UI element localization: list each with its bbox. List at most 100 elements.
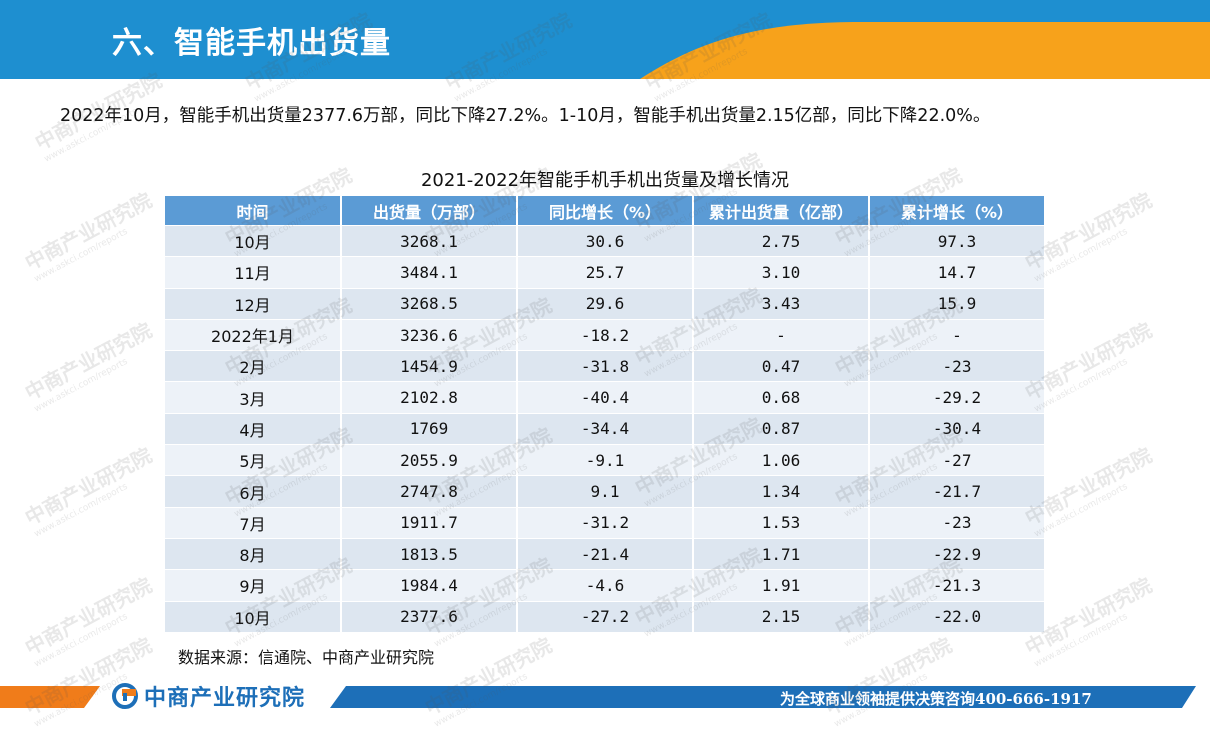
table-cell: 14.7 [869,256,1044,289]
table-cell: -21.4 [517,537,694,570]
table-cell: 9.1 [517,475,694,508]
table-cell: -34.4 [517,412,694,445]
table-row: 10月 3268.1 30.6 2.75 97.3 [165,224,1044,257]
column-header-yoy-growth: 同比增长（%） [517,196,694,226]
table-cell: 3268.1 [341,224,518,257]
table-cell: -29.2 [869,381,1044,414]
table-cell: 2022年1月 [165,318,342,351]
table-cell: 7月 [165,506,342,539]
watermark-text: 中商产业研究院 [20,442,156,530]
footer-slogan: 为全球商业领袖提供决策咨询400-666-1917 [780,690,1092,708]
table-row: 8月 1813.5 -21.4 1.71 -22.9 [165,537,1044,570]
logo-text: 中商产业研究院 [144,686,306,711]
table-row: 2月 1454.9 -31.8 0.47 -23 [165,350,1044,382]
table-cell: 9月 [165,569,342,602]
table-cell: 11月 [165,256,342,289]
table-cell: 1.91 [693,569,870,602]
table-cell: 2055.9 [341,444,518,476]
table-cell: 5月 [165,444,342,476]
table-row: 7月 1911.7 -31.2 1.53 -23 [165,506,1044,539]
shipment-table: 时间 出货量（万部） 同比增长（%） 累计出货量（亿部） 累计增长（%） 10月… [165,196,1044,632]
watermark-url: www.askci.com/reports [1032,481,1130,540]
table-cell: 3月 [165,381,342,414]
table-cell: 15.9 [869,287,1044,320]
table-cell: 1769 [341,412,518,445]
table-cell: 1984.4 [341,569,518,602]
table-cell: 2747.8 [341,475,518,508]
table-cell: 10月 [165,224,342,257]
table-cell: 0.47 [693,350,870,382]
column-header-shipments: 出货量（万部） [341,196,518,226]
table-cell: 2月 [165,350,342,382]
watermark-url: www.askci.com/reports [1032,356,1130,415]
table-cell: -27 [869,444,1044,476]
table-cell: 3.43 [693,287,870,320]
table-row: 9月 1984.4 -4.6 1.91 -21.3 [165,569,1044,602]
table-cell: 3.10 [693,256,870,289]
table-row: 4月 1769 -34.4 0.87 -30.4 [165,412,1044,445]
watermark-url: www.askci.com/reports [1032,611,1130,670]
table-cell: 29.6 [517,287,694,320]
table-cell: 30.6 [517,224,694,257]
table-row: 5月 2055.9 -9.1 1.06 -27 [165,444,1044,476]
table-title: 2021-2022年智能手机手机出货量及增长情况 [420,170,790,191]
watermark-text: 中商产业研究院 [20,572,156,660]
table-cell: - [693,318,870,351]
table-cell: -18.2 [517,318,694,351]
table-cell: 1.34 [693,475,870,508]
table-cell: - [869,318,1044,351]
header-banner: 六、智能手机出货量 [0,0,1210,79]
watermark-text: 中商产业研究院 [20,187,156,275]
footer-background [0,686,1196,708]
table-row: 3月 2102.8 -40.4 0.68 -29.2 [165,381,1044,414]
table-cell: -4.6 [517,569,694,602]
watermark-url: www.askci.com/reports [32,226,130,285]
watermark-url: www.askci.com/reports [32,356,130,415]
table-cell: 1.06 [693,444,870,476]
header-background [0,0,1210,79]
footer-bar [0,682,1210,718]
table-cell: -30.4 [869,412,1044,445]
table-cell: 0.68 [693,381,870,414]
table-cell: 1.71 [693,537,870,570]
watermark-url: www.askci.com/reports [32,481,130,540]
table-row: 2022年1月 3236.6 -18.2- - [165,318,1044,351]
table-cell: -40.4 [517,381,694,414]
table-cell: 12月 [165,287,342,320]
logo-mark-icon [112,683,138,709]
table-body: 10月 3268.1 30.6 2.75 97.3 11月 3484.1 25.7 3.10 14… [165,224,1044,632]
company-logo: 中商产业研究院 [112,683,305,711]
table-cell: 25.7 [517,256,694,289]
table-cell: 6月 [165,475,342,508]
table-cell: 10月 [165,600,342,632]
table-cell: 3236.6 [341,318,518,351]
table-cell: 1454.9 [341,350,518,382]
table-cell: -27.2 [517,600,694,632]
column-header-time: 时间 [165,196,342,226]
table-cell: -21.7 [869,475,1044,508]
table-cell: 4月 [165,412,342,445]
table-cell: 1813.5 [341,537,518,570]
watermark-url: www.askci.com/reports [1032,226,1130,285]
table-cell: 97.3 [869,224,1044,257]
table-cell: -9.1 [517,444,694,476]
table-row: 10月 2377.6 -27.2 2.15 -22.0 [165,600,1044,632]
table-row: 12月 3268.5 29.6 3.43 15.9 [165,287,1044,320]
table-cell: -22.0 [869,600,1044,632]
table-cell: -23 [869,350,1044,382]
column-header-cumulative-shipments: 累计出货量（亿部） [693,196,870,226]
table-row: 6月 2747.8 9.1 1.34 -21.7 [165,475,1044,508]
watermark-url: www.askci.com/reports [32,611,130,670]
table-cell: -22.9 [869,537,1044,570]
table-cell: 3268.5 [341,287,518,320]
table-cell: -23 [869,506,1044,539]
table-row: 11月 3484.1 25.7 3.10 14.7 [165,256,1044,289]
table-cell: 2102.8 [341,381,518,414]
watermark-text: 中商产业研究院 [20,317,156,405]
table-cell: 1.53 [693,506,870,539]
table-cell: 2.75 [693,224,870,257]
page-title: 六、智能手机出货量 [112,26,391,61]
